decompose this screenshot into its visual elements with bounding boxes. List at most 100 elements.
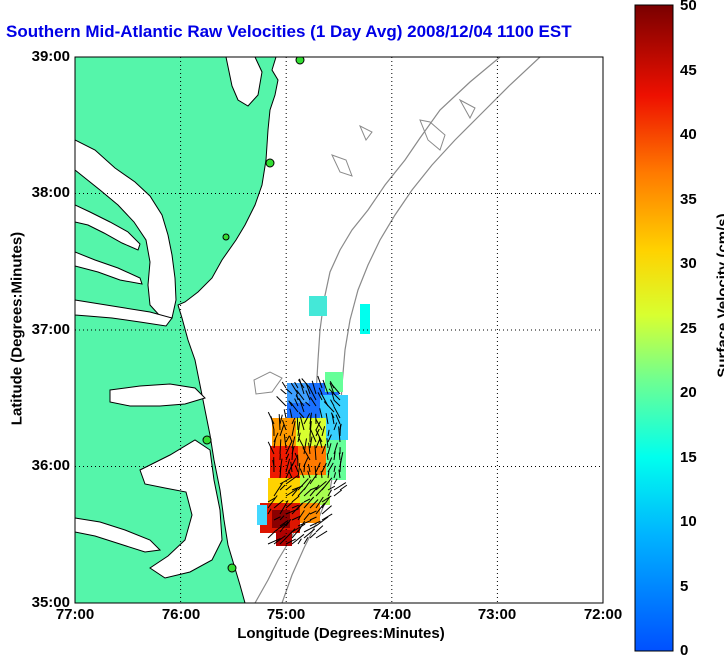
velocity-arrow bbox=[303, 438, 307, 455]
velocity-arrow bbox=[276, 396, 287, 407]
velocity-arrow bbox=[303, 413, 311, 425]
velocity-arrow bbox=[315, 502, 325, 515]
velocity-arrow bbox=[309, 397, 317, 407]
velocity-arrow bbox=[267, 531, 275, 539]
velocity-arrow bbox=[333, 478, 338, 485]
velocity-arrow bbox=[331, 391, 335, 401]
velocity-arrow bbox=[267, 495, 278, 509]
velocity-arrow bbox=[315, 421, 321, 431]
velocity-arrow bbox=[267, 497, 276, 503]
velocity-arrow bbox=[303, 528, 316, 539]
velocity-arrow bbox=[327, 462, 334, 473]
radar-station-icon bbox=[227, 563, 237, 573]
velocity-arrow bbox=[331, 413, 335, 425]
velocity-arrow bbox=[297, 462, 301, 479]
velocity-arrow bbox=[285, 502, 293, 509]
velocity-arrow bbox=[309, 532, 317, 539]
velocity-arrow bbox=[285, 435, 290, 443]
velocity-arrow bbox=[298, 412, 305, 419]
colorbar-tick-label: 35 bbox=[680, 191, 697, 208]
velocity-arrow bbox=[327, 489, 333, 497]
velocity-arrow bbox=[338, 426, 341, 443]
velocity-arrow bbox=[339, 460, 342, 473]
velocity-arrow bbox=[339, 424, 341, 437]
velocity-arrow bbox=[323, 401, 335, 413]
velocity-arrow bbox=[273, 438, 276, 449]
velocity-arrow bbox=[338, 452, 341, 461]
velocity-arrow bbox=[301, 378, 311, 389]
velocity-arrow bbox=[311, 380, 317, 395]
velocity-arrow bbox=[321, 426, 326, 437]
radar-station-icon bbox=[202, 435, 212, 445]
velocity-arrow bbox=[294, 398, 299, 407]
velocity-arrow bbox=[273, 535, 286, 545]
velocity-arrow bbox=[322, 379, 329, 395]
velocity-arrow bbox=[298, 378, 305, 395]
colorbar-tick-label: 20 bbox=[680, 384, 697, 401]
velocity-arrow bbox=[321, 462, 327, 473]
map-title: Southern Mid-Atlantic Raw Velocities (1 … bbox=[6, 22, 572, 41]
velocity-arrow bbox=[321, 495, 332, 503]
velocity-arrow bbox=[327, 434, 332, 443]
velocity-arrow bbox=[309, 499, 319, 509]
velocity-arrow bbox=[273, 499, 284, 509]
velocity-arrow bbox=[291, 502, 303, 515]
velocity-arrow bbox=[315, 418, 323, 431]
velocity-arrow bbox=[330, 399, 335, 407]
velocity-arrow bbox=[333, 482, 347, 491]
x-tick-label: 77:00 bbox=[55, 606, 95, 623]
velocity-arrow bbox=[297, 437, 305, 449]
velocity-arrow bbox=[281, 381, 287, 389]
velocity-arrow bbox=[297, 538, 302, 545]
velocity-arrow bbox=[308, 442, 311, 455]
velocity-arrow bbox=[294, 381, 299, 389]
velocity-arrow bbox=[297, 487, 307, 497]
velocity-arrows bbox=[267, 375, 348, 545]
velocity-arrow bbox=[315, 429, 323, 443]
colorbar-tick-label: 5 bbox=[680, 578, 689, 595]
colorbar-tick-label: 10 bbox=[680, 513, 697, 530]
velocity-arrow bbox=[267, 537, 281, 545]
velocity-arrow bbox=[291, 515, 301, 521]
velocity-arrow bbox=[305, 401, 311, 407]
x-axis-label: Longitude (Degrees:Minutes) bbox=[237, 625, 445, 642]
velocity-arrow bbox=[299, 468, 305, 479]
velocity-arrow bbox=[331, 384, 341, 395]
velocity-arrow bbox=[291, 417, 296, 425]
velocity-arrow bbox=[303, 463, 306, 473]
velocity-arrow bbox=[333, 451, 336, 461]
velocity-arrow bbox=[291, 421, 296, 437]
velocity-arrow bbox=[327, 485, 336, 491]
velocity-arrow bbox=[297, 421, 301, 437]
velocity-arrow bbox=[285, 485, 292, 491]
velocity-arrow bbox=[285, 440, 293, 455]
velocity-arrow bbox=[305, 390, 311, 401]
colorbar-tick-label: 15 bbox=[680, 449, 697, 466]
radar-station-icon bbox=[222, 233, 230, 241]
velocity-arrow bbox=[303, 489, 311, 497]
velocity-arrow bbox=[285, 453, 290, 461]
velocity-arrow bbox=[287, 470, 293, 479]
y-tick-label: 37:00 bbox=[31, 321, 70, 338]
x-tick-label: 72:00 bbox=[583, 606, 623, 623]
velocity-arrow bbox=[315, 480, 327, 491]
velocity-arrow bbox=[326, 453, 329, 461]
velocity-arrow bbox=[303, 537, 309, 545]
velocity-arrow bbox=[291, 523, 306, 533]
x-tick-label: 76:00 bbox=[161, 606, 201, 623]
velocity-arrow bbox=[338, 469, 341, 479]
velocity-arrow bbox=[267, 508, 272, 515]
velocity-arrow bbox=[309, 484, 320, 497]
velocity-arrow bbox=[298, 398, 305, 413]
colorbar-label: Surface Velocity (cm/s) bbox=[714, 213, 724, 378]
y-tick-label: 39:00 bbox=[31, 48, 70, 65]
colorbar-tick-label: 45 bbox=[680, 62, 697, 79]
delaware-bay bbox=[225, 57, 263, 107]
velocity-arrow bbox=[309, 520, 321, 527]
velocity-arrow bbox=[321, 443, 327, 455]
velocity-arrow bbox=[291, 495, 300, 503]
velocity-arrow bbox=[333, 472, 337, 479]
velocity-arrow bbox=[273, 482, 283, 497]
velocity-arrow bbox=[309, 427, 317, 443]
velocity-arrow bbox=[309, 415, 312, 431]
